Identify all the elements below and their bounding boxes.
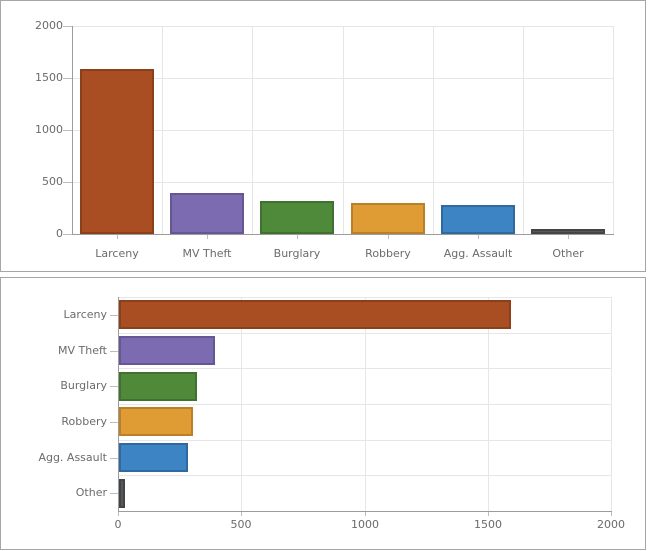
bar-other[interactable] xyxy=(531,229,605,234)
x-axis-tick xyxy=(388,235,389,239)
gridline-h xyxy=(118,404,611,405)
x-axis-tick xyxy=(241,512,242,516)
y-axis-tick xyxy=(63,182,72,183)
y-axis-tick xyxy=(110,315,118,316)
gridline-h xyxy=(118,368,611,369)
y-axis-category-label: Larceny xyxy=(63,308,107,321)
y-axis-line xyxy=(72,26,73,235)
gridline-v xyxy=(613,26,614,234)
vertical-bar-chart: 0 500 1000 1500 2000 Larceny MV Theft Burglary R… xyxy=(1,1,645,271)
bar-other[interactable] xyxy=(119,479,125,508)
gridline-h xyxy=(118,333,611,334)
y-axis-tick-label: 1000 xyxy=(35,123,63,136)
x-axis-tick xyxy=(297,235,298,239)
bar-robbery[interactable] xyxy=(119,407,193,436)
x-axis-category-label: Robbery xyxy=(365,247,411,260)
y-axis-tick-label: 0 xyxy=(56,227,63,240)
gridline-h xyxy=(118,297,611,298)
y-axis-tick xyxy=(63,234,72,235)
bar-larceny[interactable] xyxy=(80,69,154,234)
x-axis-category-label: Agg. Assault xyxy=(443,247,513,260)
x-axis-tick-label: 1000 xyxy=(351,518,379,531)
bar-larceny[interactable] xyxy=(119,300,511,329)
x-axis-category-label: Burglary xyxy=(273,247,321,260)
y-axis-tick-label: 2000 xyxy=(35,19,63,32)
x-axis-category-label: MV Theft xyxy=(182,247,232,260)
x-axis-tick xyxy=(365,512,366,516)
y-axis-category-label: Burglary xyxy=(60,379,107,392)
gridline-v xyxy=(523,26,524,234)
x-axis-tick xyxy=(478,235,479,239)
x-axis-tick xyxy=(118,512,119,516)
y-axis-tick xyxy=(110,422,118,423)
x-axis-category-label: Other xyxy=(552,247,584,260)
y-axis-tick xyxy=(110,386,118,387)
y-axis-line xyxy=(118,297,119,512)
bar-agg-assault[interactable] xyxy=(441,205,515,234)
gridline-h xyxy=(72,182,613,183)
gridline-v xyxy=(252,26,253,234)
gridline-h xyxy=(118,475,611,476)
gridline-v xyxy=(433,26,434,234)
x-axis-line xyxy=(118,511,612,512)
y-axis-tick-label: 500 xyxy=(42,175,63,188)
y-axis-category-label: Other xyxy=(75,486,107,499)
gridline-v xyxy=(162,26,163,234)
vertical-bar-chart-panel: 0 500 1000 1500 2000 Larceny MV Theft Burglary R… xyxy=(0,0,646,272)
horizontal-bar-chart: 0 500 1000 1500 2000 Larceny MV Theft Burglary R… xyxy=(1,278,645,549)
bar-agg-assault[interactable] xyxy=(119,443,188,472)
bar-mv-theft[interactable] xyxy=(170,193,244,234)
x-axis-tick xyxy=(207,235,208,239)
y-axis-category-label: MV Theft xyxy=(58,344,107,357)
y-axis-tick xyxy=(63,130,72,131)
x-axis-tick xyxy=(488,512,489,516)
y-axis-tick xyxy=(110,493,118,494)
y-axis-tick xyxy=(63,26,72,27)
x-axis-tick-label: 0 xyxy=(114,518,122,531)
gridline-h xyxy=(72,130,613,131)
bar-burglary[interactable] xyxy=(119,372,197,401)
x-axis-tick-label: 500 xyxy=(230,518,252,531)
x-axis-tick xyxy=(568,235,569,239)
gridline-h xyxy=(72,78,613,79)
gridline-h xyxy=(118,440,611,441)
y-axis-tick-label: 1500 xyxy=(35,71,63,84)
x-axis-tick xyxy=(611,512,612,516)
x-axis-tick xyxy=(117,235,118,239)
x-axis-tick-label: 2000 xyxy=(597,518,625,531)
gridline-v xyxy=(611,297,612,511)
x-axis-line xyxy=(72,234,614,235)
y-axis-tick xyxy=(110,351,118,352)
y-axis-category-label: Agg. Assault xyxy=(38,451,107,464)
y-axis-tick xyxy=(110,458,118,459)
y-axis-tick xyxy=(63,78,72,79)
bar-robbery[interactable] xyxy=(351,203,425,234)
bar-mv-theft[interactable] xyxy=(119,336,215,365)
bar-burglary[interactable] xyxy=(260,201,334,234)
horizontal-bar-chart-panel: 0 500 1000 1500 2000 Larceny MV Theft Burglary R… xyxy=(0,277,646,550)
x-axis-tick-label: 1500 xyxy=(474,518,502,531)
gridline-h xyxy=(72,26,613,27)
y-axis-category-label: Robbery xyxy=(61,415,107,428)
gridline-v xyxy=(343,26,344,234)
x-axis-category-label: Larceny xyxy=(95,247,139,260)
